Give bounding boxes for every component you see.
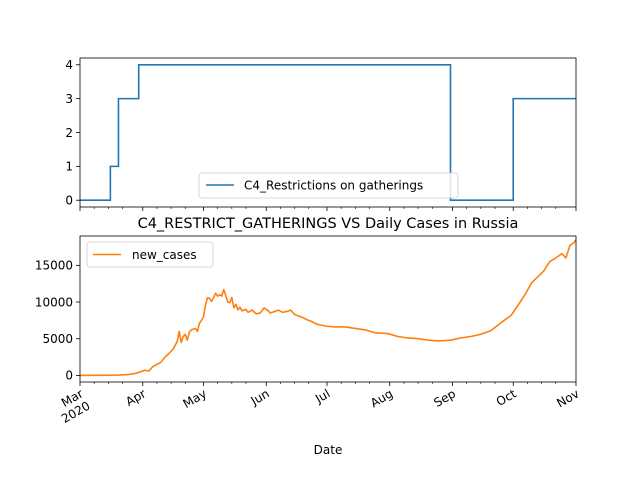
- xtick-label: Jul: [312, 386, 332, 406]
- bottom-legend-label: new_cases: [132, 248, 197, 262]
- bottom-axes-frame: [79, 235, 577, 383]
- bottom-ytick-label: 10000: [35, 295, 73, 309]
- series-line-new-cases: [79, 239, 577, 377]
- top-ytick-label: 2: [65, 126, 73, 140]
- chart-title: C4_RESTRICT_GATHERINGS VS Daily Cases in…: [138, 216, 519, 232]
- top-subplot: 0 1 2 3 4 C4_Restrictions on gatherings: [65, 57, 577, 211]
- bottom-ytick-label: 15000: [35, 259, 73, 273]
- bottom-legend: new_cases: [86, 241, 214, 268]
- series-line-restrictions: [80, 63, 576, 202]
- top-legend-box: [198, 172, 459, 199]
- x-axis-label: Date: [314, 443, 343, 457]
- bottom-ytick-label: 5000: [42, 332, 73, 346]
- top-legend: C4_Restrictions on gatherings: [198, 172, 459, 199]
- bottom-ytick-label: 0: [65, 369, 73, 383]
- top-ytick-label: 4: [65, 58, 73, 72]
- top-ytick-label: 0: [65, 194, 73, 208]
- xtick-month: Jul: [312, 386, 332, 406]
- top-axes-frame: [79, 57, 577, 208]
- top-ytick-label: 1: [65, 160, 73, 174]
- top-legend-label: C4_Restrictions on gatherings: [244, 179, 423, 193]
- top-ytick-label: 3: [65, 92, 73, 106]
- bottom-legend-box: [86, 241, 214, 268]
